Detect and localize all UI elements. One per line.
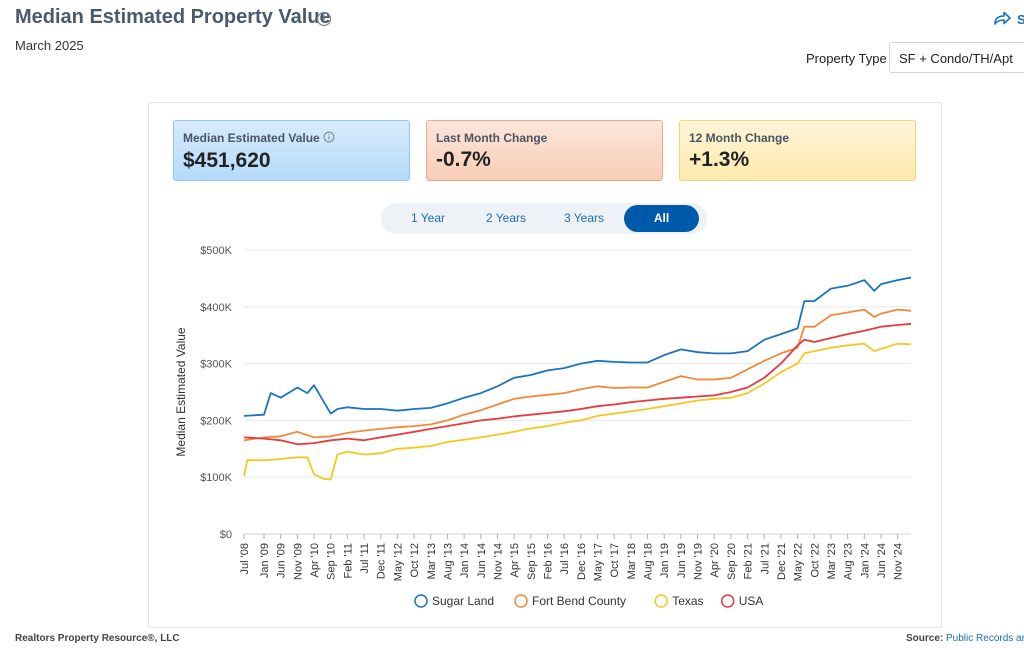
legend-marker <box>720 594 735 608</box>
y-tick-label: $300K <box>200 359 232 371</box>
median-value-label-row: Median Estimated Value <box>183 131 400 146</box>
x-tick-label: May '12 <box>392 543 404 581</box>
twelve-month-change-card: 12 Month Change +1.3% <box>679 120 916 181</box>
x-tick-label: Feb '11 <box>342 543 354 579</box>
twelve-month-change-value: +1.3% <box>689 148 750 171</box>
property-type-select[interactable]: SF + Condo/TH/Apt <box>889 42 1024 73</box>
y-tick-label: $200K <box>200 415 232 427</box>
x-tick-label: May '22 <box>793 543 805 581</box>
x-tick-label: Nov '19 <box>693 543 705 580</box>
legend-label: Texas <box>672 594 703 608</box>
x-tick-label: Nov '14 <box>492 543 504 580</box>
series-line-sugar-land <box>243 276 912 417</box>
series-line-usa <box>243 322 912 446</box>
x-tick-label: Jan '14 <box>459 543 471 578</box>
x-tick-label: Jun '24 <box>876 543 888 578</box>
time-range-tabs: 1 Year 2 Years 3 Years All <box>381 203 707 234</box>
legend-marker <box>514 594 528 608</box>
tab-3-years[interactable]: 3 Years <box>563 211 605 225</box>
x-tick-label: Apr '15 <box>509 543 521 578</box>
series-line-texas <box>243 342 912 481</box>
x-tick-label: Nov '24 <box>893 543 905 580</box>
chart-panel: Median Estimated Value $451,620 Last Mon… <box>148 102 942 628</box>
x-tick-label: Sep '20 <box>726 543 738 580</box>
last-month-change-card: Last Month Change -0.7% <box>426 120 663 181</box>
x-tick-label: Oct '12 <box>409 543 421 578</box>
x-tick-label: Jan '19 <box>659 543 671 578</box>
source-label: Source: <box>906 633 944 644</box>
x-tick-label: Jul '21 <box>759 543 771 574</box>
series-line-fort-bend-county <box>243 308 912 442</box>
report-date: March 2025 <box>15 38 84 53</box>
line-chart: $0 $100K $200K $300K $400K $500K Median Estima… <box>174 245 912 608</box>
y-tick-label: $0 <box>220 529 232 541</box>
twelve-month-change-label: 12 Month Change <box>689 131 790 145</box>
tab-all[interactable]: All <box>624 205 699 232</box>
x-tick-label: Jul '11 <box>359 543 371 574</box>
y-axis-label: Median Estimated Value <box>174 327 188 457</box>
x-tick-label: Dec '21 <box>776 543 788 580</box>
x-tick-label: Jun '14 <box>476 543 488 578</box>
x-tick-label: Jun '09 <box>276 543 288 578</box>
x-tick-label: Jun '19 <box>676 543 688 578</box>
property-type-label: Property Type <box>806 51 887 66</box>
x-tick-label: Aug '18 <box>643 543 655 580</box>
x-tick-label: Dec '11 <box>376 543 388 579</box>
median-value-card: Median Estimated Value $451,620 <box>173 120 410 181</box>
x-tick-label: Apr '10 <box>309 543 321 578</box>
legend-marker <box>654 594 668 608</box>
x-tick-label: Feb '16 <box>542 543 554 579</box>
x-tick-label: Jan '24 <box>859 543 871 578</box>
x-tick-label: Apr '20 <box>709 543 721 578</box>
median-value: $451,620 <box>183 149 271 173</box>
page-title-text: Median Estimated Property Value <box>15 6 331 28</box>
x-tick-label: Mar '13 <box>426 543 438 579</box>
x-tick-label: Mar '23 <box>826 543 838 579</box>
tab-1-year[interactable]: 1 Year <box>410 211 446 225</box>
x-tick-label: Feb '21 <box>743 543 755 579</box>
legend-label: Fort Bend County <box>532 594 626 608</box>
page-title: Median Estimated Property Value <box>15 6 331 29</box>
last-month-change-label: Last Month Change <box>436 131 548 145</box>
x-tick-label: Sep '15 <box>526 543 538 580</box>
x-tick-label: Aug '23 <box>843 543 855 580</box>
x-tick-label: Dec '16 <box>576 543 588 580</box>
x-tick-label: Oct '17 <box>609 543 621 578</box>
median-info-icon[interactable] <box>323 131 335 146</box>
y-tick-label: $400K <box>200 302 232 314</box>
legend-label: USA <box>739 594 764 608</box>
legend-marker <box>414 594 428 608</box>
median-value-label: Median Estimated Value <box>183 131 320 145</box>
y-tick-label: $500K <box>200 245 232 257</box>
x-tick-label: Mar '18 <box>626 543 638 579</box>
x-tick-label: Sep '10 <box>326 543 338 580</box>
x-tick-label: Oct '22 <box>809 543 821 578</box>
x-tick-label: Jul '16 <box>559 543 571 574</box>
x-tick-label: Jan '09 <box>259 543 271 578</box>
legend-label: Sugar Land <box>432 594 494 608</box>
share-label: S <box>1017 12 1024 27</box>
share-icon <box>993 10 1011 29</box>
x-tick-label: May '17 <box>593 543 605 581</box>
x-tick-label: Jul '08 <box>239 543 251 574</box>
x-tick-label: Nov '09 <box>292 543 304 580</box>
y-tick-label: $100K <box>200 472 232 484</box>
footer-source: Source: Public Records ar <box>906 633 1024 644</box>
share-button[interactable]: S <box>993 10 1024 29</box>
last-month-change-value: -0.7% <box>436 148 491 171</box>
tab-2-years[interactable]: 2 Years <box>485 211 527 225</box>
footer-copyright: Realtors Property Resource®, LLC <box>15 633 180 644</box>
source-link[interactable]: Public Records ar <box>946 633 1024 644</box>
info-icon[interactable] <box>316 11 332 32</box>
x-tick-label: Aug '13 <box>442 543 454 580</box>
